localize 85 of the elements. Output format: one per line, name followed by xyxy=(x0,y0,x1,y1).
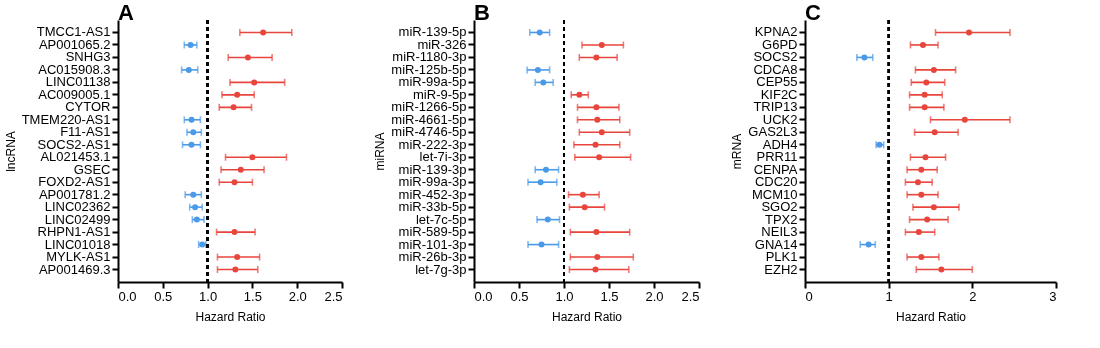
chart-title: A xyxy=(118,0,134,26)
point xyxy=(918,254,925,261)
point xyxy=(190,129,197,136)
point xyxy=(965,29,972,36)
point xyxy=(192,204,199,211)
point xyxy=(579,191,586,198)
x-tick-label: 0.5 xyxy=(510,288,529,304)
chart-title: C xyxy=(805,0,821,26)
point xyxy=(536,29,543,36)
x-tick-label: 2.0 xyxy=(288,288,307,304)
point xyxy=(544,216,551,223)
x-tick-label: 0 xyxy=(805,288,813,304)
point xyxy=(593,104,600,111)
point xyxy=(938,266,945,273)
point xyxy=(594,116,601,123)
point xyxy=(543,166,549,173)
point xyxy=(865,241,872,248)
point xyxy=(193,216,200,223)
x-tick-label: 1 xyxy=(885,288,893,304)
point xyxy=(592,266,599,273)
point xyxy=(921,91,928,98)
point xyxy=(185,66,192,73)
y-axis-title: lncRNA xyxy=(3,131,18,172)
point xyxy=(592,141,599,148)
point xyxy=(260,29,267,36)
x-tick-label: 2.0 xyxy=(645,288,664,304)
y-axis-title: mRNA xyxy=(730,133,745,170)
point xyxy=(231,179,238,186)
point xyxy=(537,179,544,186)
point xyxy=(930,66,937,73)
point xyxy=(244,54,251,61)
x-tick-label: 0.0 xyxy=(474,288,493,304)
point xyxy=(923,79,930,86)
point xyxy=(594,254,601,261)
point xyxy=(237,166,244,173)
point xyxy=(918,191,925,198)
point xyxy=(598,129,605,136)
x-tick-label: 1.0 xyxy=(555,288,574,304)
x-tick-label: 0.0 xyxy=(118,288,137,304)
x-tick-label: 1.5 xyxy=(243,288,262,304)
y-tick-label: miR-1180-3p xyxy=(392,49,467,65)
point xyxy=(231,229,238,236)
point xyxy=(924,216,931,223)
x-tick-label: 1.0 xyxy=(199,288,218,304)
point xyxy=(861,54,868,61)
point xyxy=(914,179,921,186)
x-axis-title: Hazard Ratio xyxy=(551,309,623,324)
x-axis-title: Hazard Ratio xyxy=(195,309,266,324)
point xyxy=(919,41,926,48)
point xyxy=(190,191,197,198)
point xyxy=(249,154,256,161)
point xyxy=(230,104,237,111)
point xyxy=(581,204,588,211)
point xyxy=(188,141,195,148)
point xyxy=(540,79,547,86)
point xyxy=(921,104,928,111)
y-axis-title: miRNA xyxy=(373,132,388,171)
point xyxy=(593,54,600,61)
x-tick-label: 2.5 xyxy=(681,288,700,304)
point xyxy=(596,154,603,161)
point xyxy=(576,91,583,98)
point xyxy=(234,91,241,98)
point xyxy=(930,204,937,211)
point xyxy=(598,41,605,48)
x-tick-label: 2 xyxy=(969,288,977,304)
point xyxy=(234,254,241,261)
point xyxy=(534,66,541,73)
point xyxy=(232,266,239,273)
point xyxy=(188,116,195,123)
x-tick-label: 1.5 xyxy=(600,288,619,304)
x-tick-label: 2.5 xyxy=(324,288,343,304)
point xyxy=(251,79,258,86)
point xyxy=(538,241,545,248)
x-tick-label: 3 xyxy=(1049,288,1057,304)
point xyxy=(187,41,194,48)
point xyxy=(931,129,938,136)
point xyxy=(922,154,929,161)
x-tick-label: 0.5 xyxy=(154,288,173,304)
point xyxy=(915,229,922,236)
y-tick-label: miR-139-5p xyxy=(398,24,467,40)
point xyxy=(961,116,968,123)
point xyxy=(593,229,600,236)
point xyxy=(918,166,925,173)
x-axis-title: Hazard Ratio xyxy=(895,309,967,324)
chart-title: B xyxy=(474,0,490,26)
